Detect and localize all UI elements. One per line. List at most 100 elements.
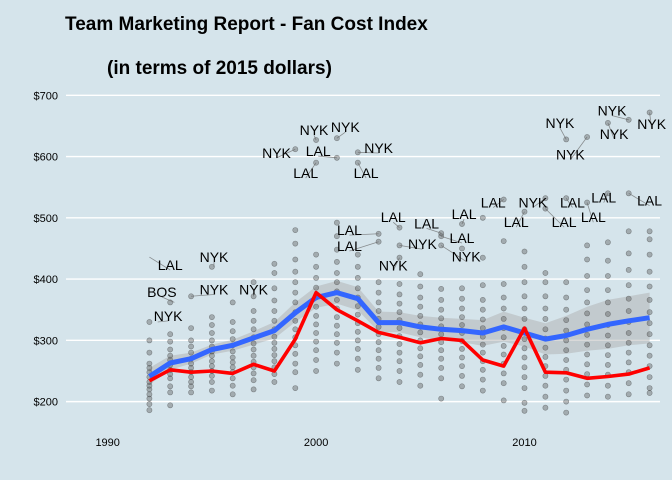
mean-trend-line <box>148 290 650 379</box>
annotation-connector <box>305 162 317 179</box>
scatter-point <box>584 381 590 388</box>
scatter-point <box>146 349 153 356</box>
scatter-point <box>459 221 465 227</box>
scatter-point <box>563 347 570 354</box>
team-label-nyk: NYK <box>600 126 629 142</box>
scatter-point <box>625 359 632 366</box>
scatter-point <box>479 296 486 303</box>
scatter-point <box>417 345 424 352</box>
scatter-point <box>146 391 153 398</box>
scatter-point <box>271 297 278 304</box>
scatter-point <box>646 251 653 258</box>
scatter-point <box>417 303 424 310</box>
scatter-point <box>271 345 278 352</box>
scatter-point <box>479 341 486 348</box>
scatter-point <box>146 360 153 367</box>
scatter-point <box>229 354 236 361</box>
scatter-point <box>167 352 174 359</box>
scatter-point <box>208 352 215 359</box>
scatter-point <box>354 303 361 309</box>
y-tick-label: $700 <box>34 90 58 102</box>
scatter-point <box>313 274 319 281</box>
annotation-connector <box>440 245 467 262</box>
annotation-connector <box>357 151 379 154</box>
scatter-point <box>375 308 382 314</box>
scatter-point <box>333 270 340 276</box>
scatter-point <box>396 368 403 374</box>
scatter-point <box>646 374 653 380</box>
scatter-point <box>271 352 278 358</box>
scatter-point <box>521 385 528 391</box>
scatter-point <box>479 254 486 261</box>
scatter-point <box>563 409 570 416</box>
team-label-nyk: NYK <box>300 122 329 138</box>
team-label-lal: LAL <box>581 209 606 225</box>
scatter-point <box>250 340 257 347</box>
team-label-nyk: NYK <box>262 145 291 161</box>
team-label-lal: LAL <box>552 214 577 230</box>
scatter-point <box>375 347 382 354</box>
x-tick-label: 1990 <box>95 437 119 449</box>
annotation-connector <box>611 115 629 121</box>
scatter-point <box>417 361 424 368</box>
scatter-point <box>167 375 174 382</box>
scatter-point <box>521 336 528 342</box>
team-label-nyk: NYK <box>518 195 547 211</box>
annotation-connector <box>392 257 400 271</box>
annotation-connector <box>426 227 442 234</box>
team-label-nyk: NYK <box>637 116 666 132</box>
scatter-point <box>646 309 653 316</box>
y-tick-label: $500 <box>34 213 58 225</box>
scatter-point <box>229 319 236 325</box>
scatter-point <box>167 346 174 353</box>
annotation-connector <box>559 127 567 140</box>
scatter-point <box>438 331 445 338</box>
scatter-point <box>479 376 486 383</box>
scatter-point <box>500 315 507 322</box>
scatter-point <box>292 146 299 153</box>
scatter-point <box>625 349 632 356</box>
scatter-point <box>500 334 507 341</box>
annotation-connector <box>318 155 337 159</box>
scatter-point <box>188 379 194 385</box>
team-label-nyk: NYK <box>452 248 481 264</box>
team-label-nyk: NYK <box>200 282 229 298</box>
scatter-point <box>313 312 319 319</box>
scatter-point <box>354 328 361 335</box>
scatter-point <box>479 282 486 289</box>
scatter-point <box>292 256 299 263</box>
scatter-point <box>438 375 445 382</box>
scatter-point <box>459 295 465 302</box>
scatter-point <box>625 391 632 398</box>
scatter-point <box>354 274 361 281</box>
scatter-point <box>521 279 528 286</box>
scatter-point <box>605 287 611 293</box>
scatter-point <box>146 401 153 407</box>
scatter-point <box>479 306 486 313</box>
scatter-point <box>333 339 340 346</box>
scatter-point <box>459 245 465 252</box>
scatter-point <box>188 383 194 390</box>
scatter-point <box>500 397 507 404</box>
annotation-connector <box>493 199 504 208</box>
team-label-nyk: NYK <box>546 115 575 131</box>
scatter-point <box>208 337 215 344</box>
scatter-point <box>292 299 299 306</box>
axis-labels: $200 $300 $400 $500 $600 $700 1990 2000 2010 <box>34 90 537 449</box>
scatter-point <box>459 345 465 352</box>
scatter-point <box>605 257 611 264</box>
scatter-point <box>271 285 278 292</box>
team-label-lal: LAL <box>414 215 439 231</box>
scatter-point <box>271 358 278 365</box>
scatter-point <box>521 248 528 255</box>
scatter-point <box>313 251 319 258</box>
scatter-point <box>333 322 340 329</box>
scatter-point <box>521 293 528 300</box>
scatter-point <box>625 295 632 302</box>
scatter-point <box>250 377 257 384</box>
scatter-point <box>584 242 590 249</box>
scatter-point <box>188 360 194 367</box>
team-label-lal: LAL <box>504 214 529 230</box>
